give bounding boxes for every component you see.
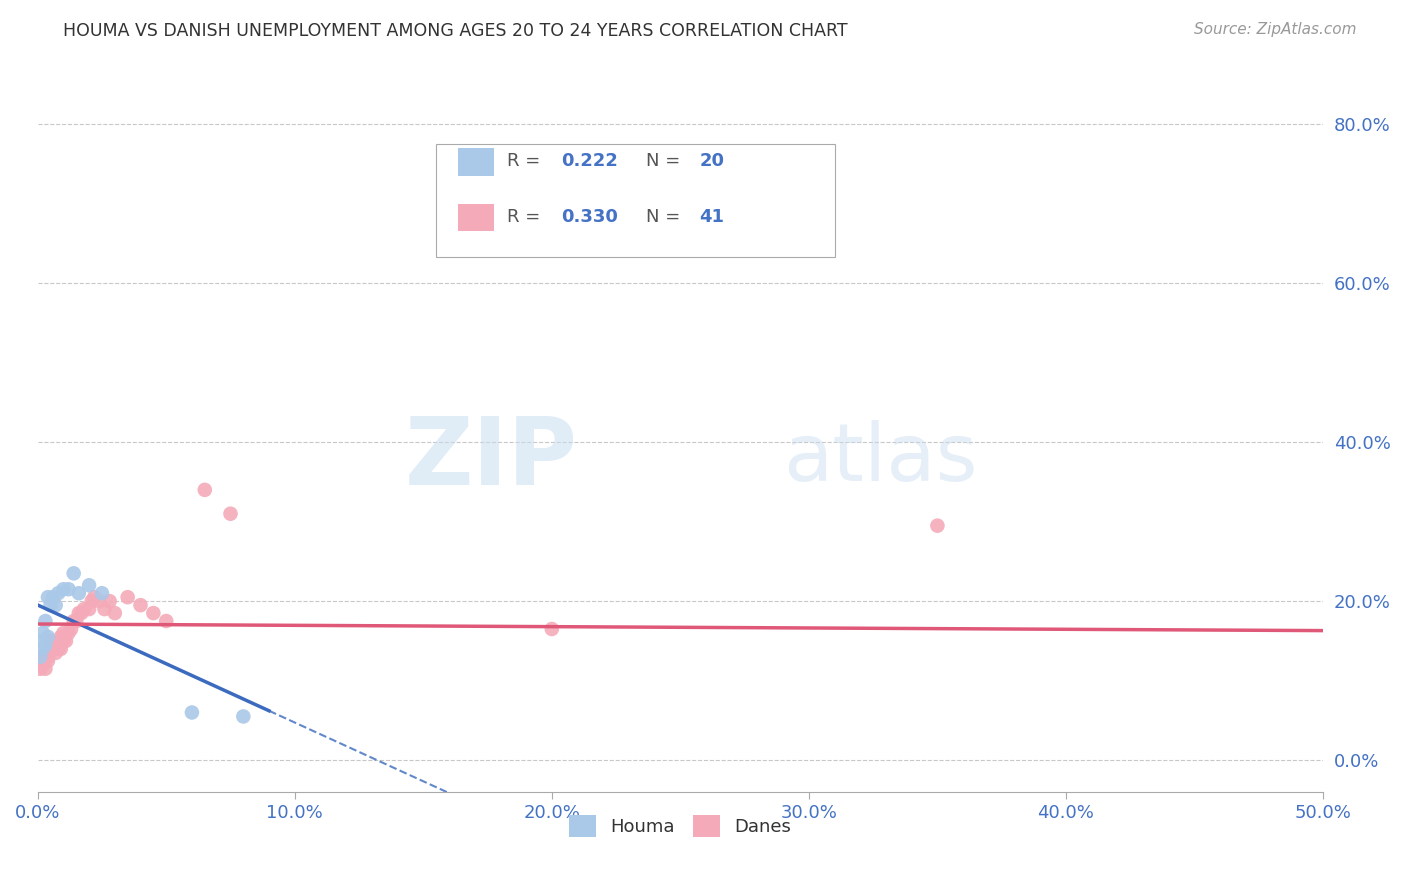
Point — [37, 649, 59, 664]
Text: Source: ZipAtlas.com: Source: ZipAtlas.com — [1194, 22, 1357, 37]
Point — [30, 634, 52, 648]
Point — [31, 641, 53, 656]
Point — [67, 606, 90, 620]
Point — [104, 606, 127, 620]
Text: R =: R = — [506, 153, 546, 170]
Point — [60, 622, 83, 636]
Point — [49, 630, 72, 644]
Point — [58, 626, 80, 640]
Point — [34, 649, 56, 664]
Point — [46, 586, 69, 600]
Point — [77, 602, 100, 616]
Point — [194, 483, 217, 497]
Point — [62, 566, 84, 581]
Point — [34, 638, 56, 652]
Point — [219, 507, 242, 521]
Point — [129, 598, 152, 612]
Point — [45, 598, 67, 612]
Point — [540, 622, 562, 636]
Point — [37, 590, 59, 604]
Text: 0.330: 0.330 — [561, 208, 617, 226]
Point — [55, 634, 77, 648]
Text: N =: N = — [645, 208, 686, 226]
Point — [39, 598, 62, 612]
Text: HOUMA VS DANISH UNEMPLOYMENT AMONG AGES 20 TO 24 YEARS CORRELATION CHART: HOUMA VS DANISH UNEMPLOYMENT AMONG AGES … — [63, 22, 848, 40]
Point — [91, 586, 114, 600]
Point — [927, 518, 949, 533]
Point — [30, 654, 52, 668]
Text: 41: 41 — [700, 208, 724, 226]
FancyBboxPatch shape — [458, 148, 494, 176]
Point — [89, 594, 111, 608]
Point — [42, 590, 65, 604]
Point — [98, 594, 121, 608]
Point — [142, 606, 165, 620]
Point — [30, 649, 52, 664]
Point — [39, 634, 62, 648]
Text: atlas: atlas — [783, 420, 977, 498]
Point — [70, 606, 93, 620]
Point — [46, 641, 69, 656]
Point — [52, 634, 75, 648]
Point — [31, 657, 53, 672]
Point — [42, 638, 65, 652]
Point — [155, 614, 177, 628]
Point — [93, 602, 115, 616]
Text: 0.222: 0.222 — [561, 153, 617, 170]
Point — [73, 602, 96, 616]
Text: N =: N = — [645, 153, 686, 170]
Point — [34, 614, 56, 628]
Point — [31, 649, 53, 664]
Point — [77, 578, 100, 592]
Point — [52, 626, 75, 640]
Point — [67, 586, 90, 600]
Point — [58, 582, 80, 597]
Point — [83, 590, 105, 604]
FancyBboxPatch shape — [458, 203, 494, 231]
Text: ZIP: ZIP — [405, 413, 578, 505]
Point — [31, 626, 53, 640]
Point — [34, 662, 56, 676]
Point — [37, 630, 59, 644]
Point — [45, 638, 67, 652]
Point — [181, 706, 204, 720]
Point — [62, 614, 84, 628]
Point — [37, 654, 59, 668]
Point — [30, 662, 52, 676]
FancyBboxPatch shape — [436, 145, 835, 257]
Point — [45, 646, 67, 660]
Point — [65, 614, 87, 628]
Point — [49, 641, 72, 656]
Text: R =: R = — [506, 208, 546, 226]
Point — [52, 582, 75, 597]
Text: 20: 20 — [700, 153, 724, 170]
Point — [232, 709, 254, 723]
Legend: Houma, Danes: Houma, Danes — [562, 808, 799, 845]
Point — [80, 594, 103, 608]
Point — [117, 590, 139, 604]
